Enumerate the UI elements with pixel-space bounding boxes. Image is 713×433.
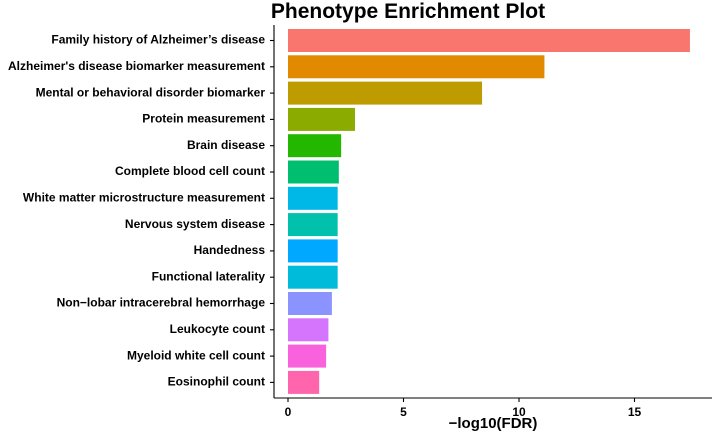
bar [288, 55, 545, 79]
bar [288, 134, 342, 158]
chart-title: Phenotype Enrichment Plot [271, 0, 545, 23]
category-label: Nervous system disease [125, 217, 265, 231]
bar [288, 292, 332, 315]
bar [288, 160, 339, 184]
bar [288, 81, 483, 105]
x-tick-label: 0 [285, 405, 292, 419]
bar [288, 186, 338, 210]
x-ticks: 0 5 10 15 [285, 398, 642, 419]
category-labels: Family history of Alzheimer’s disease Alz… [8, 33, 274, 389]
category-label: Protein measurement [142, 112, 265, 126]
bar [288, 318, 329, 342]
bars-group [288, 29, 690, 394]
bar [288, 239, 338, 263]
category-label: Leukocyte count [170, 322, 265, 336]
x-tick-label: 15 [628, 405, 642, 419]
bar [288, 29, 690, 52]
category-label: Functional laterality [152, 269, 266, 283]
category-label: Eosinophil count [168, 375, 265, 389]
bar [288, 213, 338, 237]
category-label: Non−lobar intracerebral hemorrhage [57, 296, 266, 310]
category-label: Complete blood cell count [115, 164, 265, 178]
bar [288, 265, 338, 289]
category-label: White matter microstructure measurement [23, 190, 265, 204]
category-label: Brain disease [187, 138, 265, 152]
category-label: Family history of Alzheimer’s disease [51, 33, 265, 47]
x-tick-label: 5 [400, 405, 407, 419]
bar [288, 344, 327, 368]
category-label: Mental or behavioral disorder biomarker [36, 85, 266, 99]
bar [288, 370, 320, 394]
x-tick-label: 10 [512, 405, 526, 419]
category-label: Alzheimer's disease biomarker measuremen… [8, 59, 265, 73]
bar [288, 107, 355, 131]
x-axis-title: −log10(FDR) [449, 415, 538, 432]
category-label: Myeloid white cell count [127, 348, 265, 362]
category-label: Handedness [194, 243, 266, 257]
